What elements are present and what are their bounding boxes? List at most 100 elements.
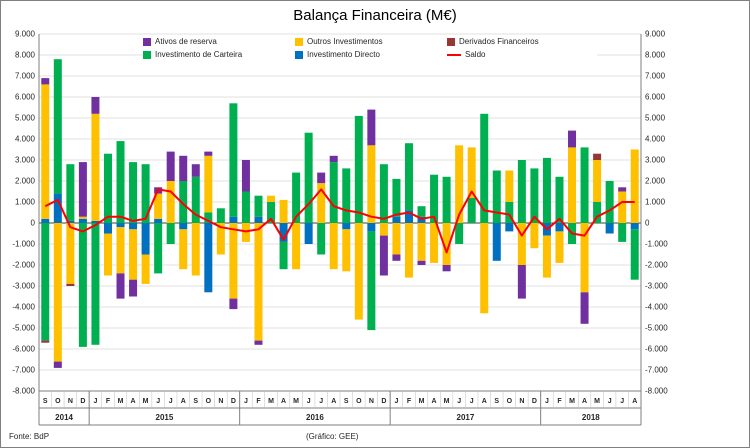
axis-label: -4.000: [645, 303, 668, 312]
axis-label: A: [632, 398, 637, 405]
bar-segment-ativos-de-reserva: [442, 265, 451, 272]
bar-segment-outros-investimentos: [329, 223, 338, 270]
bar-segment-investimento-de-carteira: [367, 231, 376, 331]
bar-segment-outros-investimentos: [442, 223, 451, 265]
axis-label: -3.000: [645, 282, 668, 291]
axis-label: F: [106, 398, 111, 405]
axis-label: 2017: [457, 413, 475, 422]
bar-segment-investimento-directo: [404, 210, 413, 223]
bar-segment-outros-investimentos: [254, 223, 263, 341]
bar-segment-ativos-de-reserva: [517, 265, 526, 299]
legend-label-saldo: Saldo: [465, 50, 486, 59]
axis-label: M: [118, 398, 124, 405]
bar-segment-investimento-de-carteira: [41, 223, 50, 341]
axis-label: N: [519, 398, 524, 405]
legend-item-saldo: Saldo: [447, 50, 597, 59]
bar-segment-ativos-de-reserva: [329, 155, 338, 163]
bar-segment-derivados-financeiros: [66, 283, 75, 286]
bar-segment-outros-investimentos: [103, 233, 112, 276]
bar-segment-derivados-financeiros: [593, 153, 602, 160]
bar-segment-investimento-de-carteira: [404, 143, 413, 211]
bar-segment-investimento-de-carteira: [204, 212, 213, 223]
bar-segment-outros-investimentos: [66, 223, 75, 284]
axis-label: 2015: [156, 413, 174, 422]
axis-label: D: [80, 398, 85, 405]
axis-label: J: [620, 398, 624, 405]
axis-label: -2.000: [645, 261, 668, 270]
legend-swatch-saldo: [447, 53, 461, 56]
axis-label: 0: [645, 219, 650, 228]
bar-segment-outros-investimentos: [53, 223, 62, 362]
axis-label: 1.000: [15, 198, 36, 207]
bar-segment-outros-investimentos: [455, 145, 464, 223]
bar-segment-outros-investimentos: [116, 227, 125, 274]
bar-segment-outros-investimentos: [417, 223, 426, 261]
axis-label: O: [55, 398, 61, 405]
chart-title: Balança Financeira (M€): [293, 7, 457, 24]
bar-segment-ativos-de-reserva: [229, 298, 238, 310]
axis-label: M: [419, 398, 425, 405]
bar-segment-investimento-de-carteira: [179, 181, 188, 223]
bar-segment-investimento-de-carteira: [455, 223, 464, 244]
bar-segment-outros-investimentos: [467, 147, 476, 198]
bar-segment-ativos-de-reserva: [580, 292, 589, 324]
axis-label: S: [193, 398, 198, 405]
axis-label: A: [131, 398, 136, 405]
axis-label: 6.000: [15, 93, 36, 102]
bar-segment-outros-investimentos: [392, 223, 401, 255]
bar-segment-investimento-directo: [279, 223, 288, 242]
bar-segment-investimento-directo: [492, 223, 501, 261]
axis-label: 9.000: [15, 30, 36, 39]
saldo-line: [44, 188, 635, 254]
axis-label: J: [394, 398, 398, 405]
bar-segment-investimento-de-carteira: [593, 202, 602, 223]
axis-label: M: [569, 398, 575, 405]
axis-label: J: [457, 398, 461, 405]
bar-segment-investimento-de-carteira: [430, 174, 439, 223]
bar-segment-investimento-de-carteira: [417, 206, 426, 217]
bar-segment-ativos-de-reserva: [254, 340, 263, 345]
axis-label: M: [268, 398, 274, 405]
axis-label: S: [344, 398, 349, 405]
bar-segment-investimento-de-carteira: [618, 223, 627, 242]
axis-label: N: [218, 398, 223, 405]
bar-segment-investimento-de-carteira: [342, 168, 351, 223]
bar-segment-ativos-de-reserva: [179, 155, 188, 181]
legend-swatch-investimento-de-carteira: [143, 50, 151, 59]
axis-label: S: [43, 398, 48, 405]
axis-label: 6.000: [645, 93, 666, 102]
bar-segment-investimento-de-carteira: [279, 241, 288, 270]
bar-segment-outros-investimentos: [354, 223, 363, 320]
bar-segment-outros-investimentos: [154, 193, 163, 219]
bar-segment-investimento-directo: [103, 223, 112, 234]
bar-segment-investimento-de-carteira: [467, 197, 476, 223]
bar-segment-outros-investimentos: [517, 223, 526, 265]
axis-label: 2.000: [15, 177, 36, 186]
bar-segment-outros-investimentos: [179, 229, 188, 270]
bar-segment-investimento-directo: [367, 223, 376, 232]
axis-label: 4.000: [645, 135, 666, 144]
axis-label: -8.000: [12, 387, 35, 396]
bar-segment-investimento-de-carteira: [605, 181, 614, 223]
axis-label: M: [444, 398, 450, 405]
axis-label: 2.000: [645, 177, 666, 186]
bar-segment-investimento-directo: [254, 216, 263, 223]
axis-label: F: [256, 398, 261, 405]
axis-label: O: [356, 398, 362, 405]
axis-label: 0: [31, 219, 36, 228]
axis-label: S: [494, 398, 499, 405]
bar-segment-ativos-de-reserva: [568, 130, 577, 148]
axis-label: N: [369, 398, 374, 405]
bar-segment-ativos-de-reserva: [618, 187, 627, 192]
bar-segment-investimento-de-carteira: [555, 176, 564, 223]
legend-label-derivados-financeiros: Derivados Financeiros: [459, 37, 539, 46]
legend-item-derivados-financeiros: Derivados Financeiros: [447, 37, 597, 46]
bar-segment-ativos-de-reserva: [317, 172, 326, 184]
bar-segment-investimento-de-carteira: [267, 202, 276, 223]
axis-label: O: [507, 398, 513, 405]
legend-label-ativos-de-reserva: Ativos de reserva: [155, 37, 217, 46]
bar-segment-investimento-directo: [204, 223, 213, 293]
bar-segment-investimento-de-carteira: [317, 223, 326, 255]
legend-item-outros-investimentos: Outros Investimentos: [295, 37, 447, 46]
